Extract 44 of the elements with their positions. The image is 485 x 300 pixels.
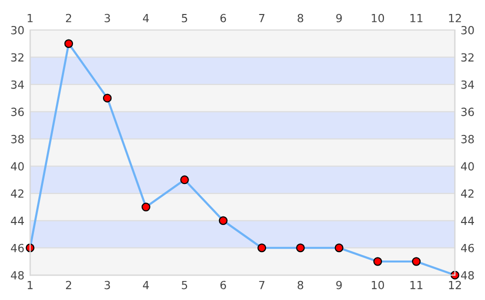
x2-tick-label: 5 (182, 14, 188, 22)
y-tick-label: 38 (11, 134, 24, 144)
x2-tick-label: 9 (336, 14, 342, 22)
x-tick-label: 3 (104, 280, 110, 290)
y2-tick-label: 38 (461, 134, 474, 144)
y2-tick-label: 48 (461, 271, 474, 280)
x2-tick-label: 2 (66, 14, 72, 22)
y2-tick-label: 44 (461, 216, 474, 225)
y-tick-label: 34 (11, 80, 24, 89)
x2-tick-label: 12 (449, 14, 461, 22)
x2-tick-label: 1 (28, 14, 33, 22)
x-tick-label: 4 (142, 281, 149, 290)
x2-tick-label: 10 (372, 14, 384, 22)
y-tick-label: 46 (10, 244, 24, 252)
x-tick-label: 5 (182, 281, 188, 290)
y2-tick-label: 30 (461, 26, 474, 34)
y-tick-label: 36 (11, 108, 24, 116)
x-tick-label: 1 (28, 281, 33, 290)
y-tick-label: 30 (11, 26, 24, 34)
y-tick-label: 42 (10, 189, 24, 198)
y2-tick-label: 34 (461, 80, 474, 89)
y2-tick-label: 36 (461, 108, 474, 116)
y-tick-label: 44 (10, 216, 24, 225)
x-tick-label: 6 (220, 280, 226, 290)
x2-tick-label: 7 (259, 14, 264, 22)
y2-tick-label: 32 (461, 53, 474, 62)
y-tick-label: 32 (11, 53, 24, 62)
x2-tick-label: 6 (220, 14, 226, 22)
x2-tick-label: 4 (142, 14, 149, 22)
x2-tick-label: 11 (410, 14, 422, 22)
x2-tick-label: 3 (104, 14, 110, 22)
y-tick-label: 48 (10, 271, 24, 280)
x-tick-label: 7 (259, 281, 264, 290)
y2-tick-label: 46 (461, 244, 474, 252)
x-tick-label: 10 (372, 280, 384, 290)
x-tick-label: 11 (410, 281, 422, 290)
x2-tick-label: 8 (298, 14, 304, 22)
x-tick-label: 9 (336, 280, 342, 290)
x-tick-label: 8 (298, 280, 304, 290)
y-tick-label: 40 (10, 162, 24, 171)
x-tick-label: 12 (449, 280, 461, 290)
x-tick-label: 2 (66, 280, 72, 290)
y2-tick-label: 40 (461, 162, 474, 171)
y2-tick-label: 42 (461, 189, 474, 198)
